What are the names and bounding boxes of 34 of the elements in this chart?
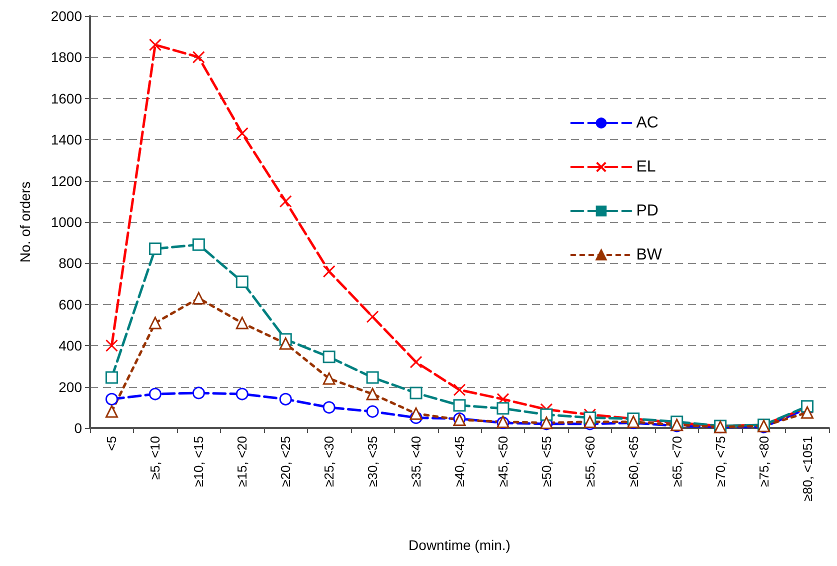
x-tick-label: <5 xyxy=(104,436,120,451)
x-tick-label: ≥15, <20 xyxy=(234,436,250,487)
legend-label: EL xyxy=(636,158,656,176)
y-tick-label: 400 xyxy=(58,338,82,354)
y-tick-label: 600 xyxy=(58,296,82,312)
x-axis-title: Downtime (min.) xyxy=(408,537,510,553)
legend-label: PD xyxy=(636,202,658,220)
y-tick-label: 1400 xyxy=(50,132,82,148)
x-tick-label: ≥10, <15 xyxy=(191,436,206,487)
x-tick-label: ≥55, <60 xyxy=(582,436,598,487)
y-axis-title: No. of orders xyxy=(17,182,33,262)
x-tick-label: ≥75, <80 xyxy=(756,436,772,487)
y-tick-label: 1800 xyxy=(50,49,82,66)
x-tick-label: ≥60, <65 xyxy=(626,436,641,487)
y-tick-label: 200 xyxy=(58,378,82,395)
x-tick-label: ≥70, <75 xyxy=(712,436,728,487)
x-tick-label: ≥45, <50 xyxy=(495,436,510,487)
x-tick-label: ≥5, <10 xyxy=(148,436,163,480)
legend-label: BW xyxy=(636,246,663,264)
x-tick-label: ≥40, <45 xyxy=(452,436,467,487)
y-tick-label: 800 xyxy=(58,255,82,272)
y-tick-label: 0 xyxy=(74,420,82,436)
legend-label: AC xyxy=(636,114,658,132)
y-tick-label: 1600 xyxy=(50,90,82,106)
y-tick-label: 2000 xyxy=(50,8,82,24)
x-tick-label: ≥50, <55 xyxy=(538,436,554,487)
y-tick-label: 1000 xyxy=(50,214,82,230)
y-tick-label: 1200 xyxy=(50,172,82,189)
x-tick-label: ≥30, <35 xyxy=(365,436,380,487)
x-tick-label: ≥80, <1051 xyxy=(800,436,815,502)
x-tick-label: ≥25, <30 xyxy=(322,436,337,487)
x-tick-label: ≥65, <70 xyxy=(669,436,684,487)
x-tick-label: ≥35, <40 xyxy=(408,436,424,487)
x-tick-label: ≥20, <25 xyxy=(278,436,294,487)
